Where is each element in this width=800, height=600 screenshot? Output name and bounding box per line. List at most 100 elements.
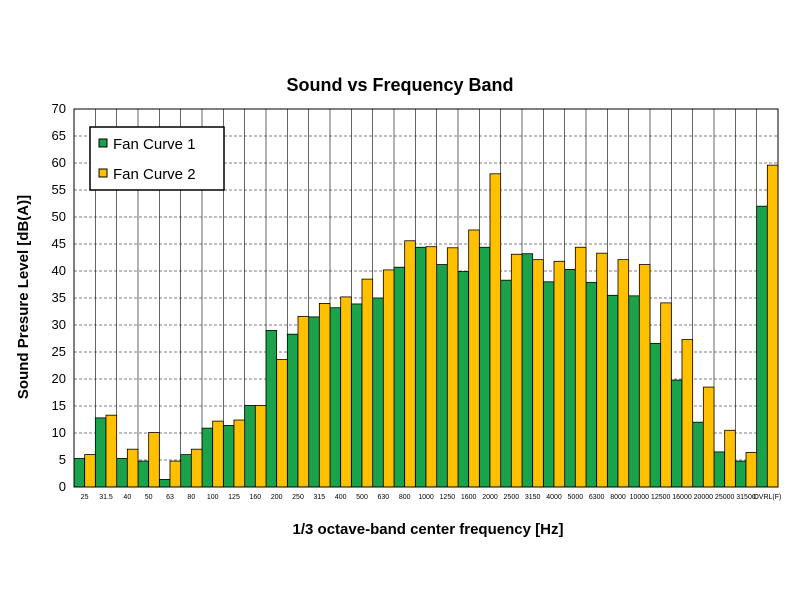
legend: Fan Curve 1 Fan Curve 2 bbox=[89, 126, 225, 191]
y-axis-label: Sound Presure Level [dB(A)] bbox=[15, 195, 32, 399]
y-tick-label: 0 bbox=[59, 479, 66, 494]
bar-2-10000 bbox=[638, 264, 651, 488]
bar-1-12500 bbox=[649, 342, 662, 488]
bar-1-40 bbox=[116, 457, 128, 488]
bar-1-3150 bbox=[521, 253, 534, 488]
bar-2-31.5 bbox=[105, 414, 118, 488]
y-axis-ticks: 0 5 10 15 20 25 30 35 40 45 50 55 60 65 70 bbox=[52, 101, 66, 494]
bar-2-31500 bbox=[745, 452, 758, 488]
bar-2-5000 bbox=[574, 246, 587, 488]
bar-1-4000 bbox=[542, 281, 555, 488]
bar-2-630 bbox=[382, 269, 395, 488]
x-tick-label: 40 bbox=[123, 494, 131, 501]
bar-1-1000 bbox=[414, 246, 427, 488]
bar-1-200 bbox=[265, 329, 278, 488]
x-tick-label: 25 bbox=[81, 494, 89, 501]
bar-1-2000 bbox=[478, 246, 491, 488]
bar-1-800 bbox=[393, 266, 406, 488]
x-tick-label: 31500 bbox=[736, 494, 756, 501]
x-tick-label: 1250 bbox=[440, 494, 456, 501]
bar-2-100 bbox=[212, 420, 224, 488]
bar-1-8000 bbox=[606, 294, 619, 488]
bar-2-1600 bbox=[468, 229, 480, 488]
x-tick-label: 800 bbox=[399, 494, 411, 501]
y-tick-label: 30 bbox=[52, 317, 66, 332]
x-tick-label: 16000 bbox=[672, 494, 692, 501]
legend-box bbox=[89, 126, 225, 191]
x-tick-label: 5000 bbox=[568, 494, 584, 501]
x-tick-label: 6300 bbox=[589, 494, 605, 501]
y-tick-label: 55 bbox=[52, 182, 66, 197]
legend-label-fan-curve-2: Fan Curve 2 bbox=[113, 166, 196, 183]
bar-1-16000 bbox=[670, 379, 683, 488]
bar-2-2000 bbox=[489, 173, 502, 488]
y-tick-label: 5 bbox=[59, 452, 66, 467]
x-tick-label: 3150 bbox=[525, 494, 541, 501]
bar-2-40 bbox=[126, 448, 139, 488]
bar-1-160 bbox=[244, 405, 256, 488]
x-tick-label: 400 bbox=[335, 494, 347, 501]
x-tick-label: 1600 bbox=[461, 494, 477, 501]
bar-1-80 bbox=[180, 454, 192, 488]
x-tick-label: 20000 bbox=[694, 494, 714, 501]
y-tick-label: 45 bbox=[52, 236, 66, 251]
y-tick-label: 20 bbox=[52, 371, 66, 386]
y-tick-label: 10 bbox=[52, 425, 66, 440]
bar-2-50 bbox=[148, 432, 160, 488]
bar-1-500 bbox=[350, 303, 363, 488]
bar-1-400 bbox=[329, 307, 342, 488]
bar-1-63 bbox=[158, 479, 171, 488]
bar-2-20000 bbox=[702, 386, 715, 488]
bar-2-6300 bbox=[596, 252, 608, 488]
x-tick-label: 250 bbox=[292, 494, 304, 501]
x-tick-label: 2000 bbox=[482, 494, 498, 501]
y-tick-label: 65 bbox=[52, 128, 66, 143]
x-tick-label: 1000 bbox=[418, 494, 434, 501]
bar-2-315 bbox=[318, 302, 331, 488]
bar-2-250 bbox=[297, 315, 310, 488]
bar-2-25000 bbox=[724, 429, 736, 488]
bar-1-630 bbox=[372, 297, 384, 488]
bar-2-OVRL(F) bbox=[766, 164, 779, 488]
x-tick-label: 125 bbox=[228, 494, 240, 501]
bar-2-400 bbox=[340, 296, 352, 488]
x-tick-label: OVRL(F) bbox=[753, 494, 781, 501]
bar-1-25000 bbox=[713, 451, 726, 488]
legend-swatch-fan-curve-1 bbox=[98, 138, 108, 148]
y-tick-label: 40 bbox=[52, 263, 66, 278]
legend-label-fan-curve-1: Fan Curve 1 bbox=[113, 136, 196, 153]
bar-1-125 bbox=[222, 425, 235, 488]
bar-2-8000 bbox=[617, 259, 630, 488]
bar-1-315 bbox=[308, 316, 320, 488]
bar-1-2500 bbox=[500, 279, 512, 488]
x-tick-label: 25000 bbox=[715, 494, 735, 501]
x-tick-label: 50 bbox=[145, 494, 153, 501]
bar-2-160 bbox=[254, 405, 267, 488]
x-tick-label: 63 bbox=[166, 494, 174, 501]
x-tick-label: 2500 bbox=[504, 494, 520, 501]
y-tick-label: 35 bbox=[52, 290, 66, 305]
x-tick-label: 12500 bbox=[651, 494, 671, 501]
bar-2-12500 bbox=[660, 302, 672, 488]
x-tick-label: 100 bbox=[207, 494, 219, 501]
bar-2-800 bbox=[404, 240, 416, 488]
x-axis-label: 1/3 octave-band center frequency [Hz] bbox=[293, 521, 564, 538]
bar-1-OVRL(F) bbox=[756, 205, 768, 488]
y-tick-label: 25 bbox=[52, 344, 66, 359]
bar-2-500 bbox=[361, 278, 374, 488]
bar-1-100 bbox=[201, 427, 214, 488]
bar-2-80 bbox=[190, 448, 203, 488]
y-tick-label: 60 bbox=[52, 155, 66, 170]
x-tick-label: 500 bbox=[356, 494, 368, 501]
bar-1-250 bbox=[286, 333, 299, 488]
bar-1-20000 bbox=[692, 421, 704, 488]
bar-2-25 bbox=[84, 454, 96, 488]
bar-2-2500 bbox=[510, 253, 523, 488]
x-tick-label: 160 bbox=[249, 494, 261, 501]
x-tick-label: 8000 bbox=[610, 494, 626, 501]
bar-1-31.5 bbox=[94, 417, 107, 488]
x-tick-label: 4000 bbox=[546, 494, 562, 501]
bar-2-63 bbox=[169, 460, 182, 488]
